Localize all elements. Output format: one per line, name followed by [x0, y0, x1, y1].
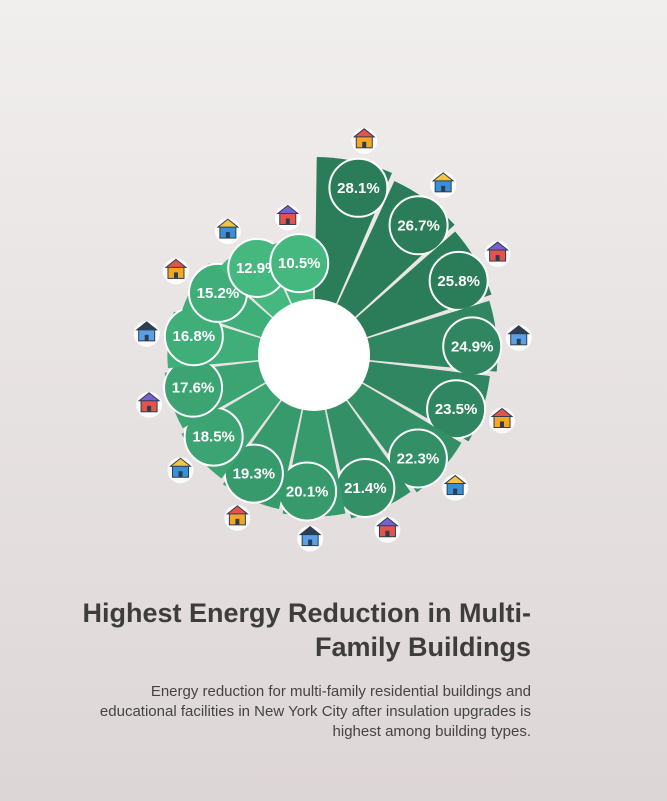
value-bubble-1 — [328, 157, 389, 218]
value-bubble-3 — [428, 250, 489, 311]
city-icon — [374, 516, 401, 543]
chart-title: Highest Energy Reduction in Multi-Family… — [82, 598, 531, 662]
value-label-12: 16.8% — [173, 328, 216, 345]
value-label-6: 22.3% — [397, 450, 440, 467]
home-icon — [167, 457, 194, 484]
value-label-4: 24.9% — [451, 338, 494, 355]
value-bubble-15 — [269, 233, 330, 294]
value-label-3: 25.8% — [437, 273, 480, 290]
value-label-9: 19.3% — [233, 466, 276, 483]
chart-subtitle: Energy reduction for multi-family reside… — [99, 683, 531, 740]
value-label-11: 17.6% — [172, 380, 215, 397]
shopping-icon — [274, 204, 301, 231]
value-label-14: 12.9% — [236, 260, 279, 277]
hospital-icon — [224, 504, 251, 531]
center-hole — [258, 299, 370, 411]
store-icon — [214, 218, 241, 245]
value-label-10: 18.5% — [192, 429, 235, 446]
office-icon — [505, 324, 532, 351]
townhouse-icon — [162, 258, 189, 285]
value-label-5: 23.5% — [435, 401, 478, 418]
school-icon — [430, 171, 457, 198]
value-label-15: 10.5% — [278, 255, 321, 272]
apartment-icon — [484, 241, 511, 268]
factory-icon — [489, 407, 516, 434]
value-label-1: 28.1% — [337, 180, 380, 197]
clinic-icon — [133, 320, 160, 347]
house-icon — [442, 474, 469, 501]
radial-bar-chart: 28.1% 26.7% 25.8% 24.9% 23.5% 22.3% 21.4% 20.1%… — [133, 127, 532, 552]
value-label-8: 20.1% — [286, 483, 329, 500]
value-label-2: 26.7% — [397, 217, 440, 234]
value-label-7: 21.4% — [344, 480, 387, 497]
value-bubble-5 — [426, 379, 487, 440]
warehouse-icon — [297, 525, 324, 552]
hotel-icon — [136, 391, 163, 418]
value-bubble-6 — [387, 428, 448, 489]
value-bubble-2 — [388, 195, 449, 256]
village-icon — [351, 127, 378, 154]
value-label-13: 15.2% — [197, 285, 240, 302]
